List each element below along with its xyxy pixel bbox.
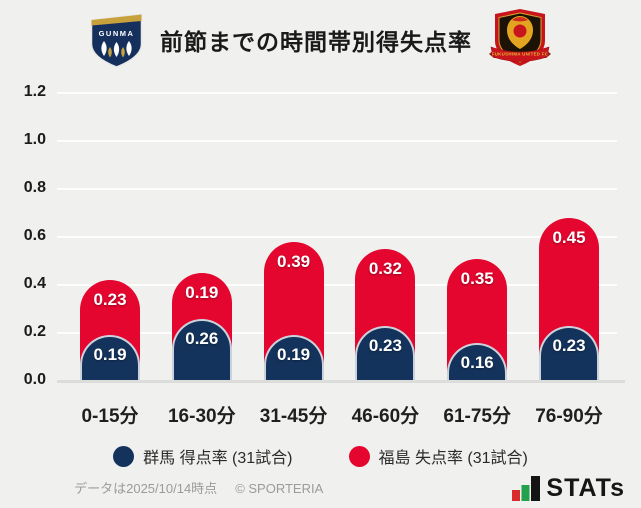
value-label-gunma: 0.23 <box>368 335 402 355</box>
y-axis-tick-label: 0.2 <box>23 323 46 340</box>
bar-segment-gunma <box>80 335 140 381</box>
value-label-gunma: 0.16 <box>460 352 494 372</box>
value-label-gunma: 0.19 <box>93 345 127 365</box>
page-title: 前節までの時間帯別得失点率 <box>160 29 472 55</box>
stats-logo: STATs <box>512 474 625 501</box>
y-axis-tick-label: 0.6 <box>23 227 46 244</box>
x-axis-category-label: 76-90分 <box>535 406 603 427</box>
value-label-gunma: 0.23 <box>552 335 586 355</box>
chart-legend: 群馬 得点率 (31試合) 福島 失点率 (31試合) <box>0 444 641 468</box>
bar-segment-gunma <box>263 335 324 381</box>
legend-label: 福島 失点率 (31試合) <box>378 450 528 467</box>
value-label-gunma: 0.19 <box>277 345 311 365</box>
bar-segment-gunma <box>539 325 599 381</box>
x-axis-category-label: 16-30分 <box>167 406 236 427</box>
y-axis-tick-label: 0.4 <box>23 275 46 292</box>
x-axis-category-label: 0-15分 <box>81 406 139 427</box>
stats-logo-text: STATs <box>546 474 625 503</box>
gridline-0.6 <box>57 236 617 238</box>
x-axis-baseline <box>57 380 625 383</box>
copyright: © SPORTERIA <box>235 481 324 496</box>
x-axis-category-label: 46-60分 <box>351 406 420 427</box>
fukushima-united-club-logo-icon: FUKUSHIMA UNITED FC <box>489 9 551 66</box>
legend-item-gunma: 群馬 得点率 (31試合) <box>113 444 293 468</box>
legend-label: 群馬 得点率 (31試合) <box>143 450 293 467</box>
y-axis-tick-label: 1.2 <box>23 83 46 100</box>
x-axis-category-label: 61-75分 <box>443 406 511 427</box>
gridline-0.4 <box>57 284 617 286</box>
gridline-0.2 <box>57 332 617 334</box>
value-label-fukushima: 0.35 <box>460 268 494 288</box>
stats-bars-icon <box>512 476 541 501</box>
gunma-legend-swatch <box>113 445 135 467</box>
gunma-club-logo-icon: GUNMA <box>90 13 143 68</box>
value-label-fukushima: 0.23 <box>93 290 127 310</box>
value-label-fukushima: 0.45 <box>552 227 586 247</box>
x-axis-category-label: 31-45分 <box>259 406 328 427</box>
y-axis-tick-label: 0.0 <box>23 371 46 388</box>
bar-segment-gunma <box>171 318 232 381</box>
value-label-fukushima: 0.39 <box>277 251 311 271</box>
y-axis-tick-label: 1.0 <box>23 131 46 148</box>
fukushima-legend-swatch <box>348 445 370 467</box>
value-label-fukushima: 0.32 <box>368 259 402 278</box>
bar-segment-gunma <box>355 325 416 381</box>
svg-text:FUKUSHIMA UNITED FC: FUKUSHIMA UNITED FC <box>492 52 549 57</box>
data-source-note: データは2025/10/14時点 © SPORTERIA <box>0 478 397 497</box>
value-label-fukushima: 0.19 <box>185 283 219 302</box>
header: GUNMA 前節までの時間帯別得失点率 FUKUSHIMA UNITED FC <box>0 0 641 80</box>
svg-text:GUNMA: GUNMA <box>99 29 135 38</box>
legend-item-fukushima: 福島 失点率 (31試合) <box>348 444 528 468</box>
value-label-gunma: 0.26 <box>185 328 219 348</box>
gridline-1.2 <box>57 92 617 94</box>
gridline-1.0 <box>57 140 617 142</box>
gridline-0.8 <box>57 188 617 190</box>
data-date: データは2025/10/14時点 <box>74 481 218 496</box>
y-axis-tick-label: 0.8 <box>23 179 46 196</box>
